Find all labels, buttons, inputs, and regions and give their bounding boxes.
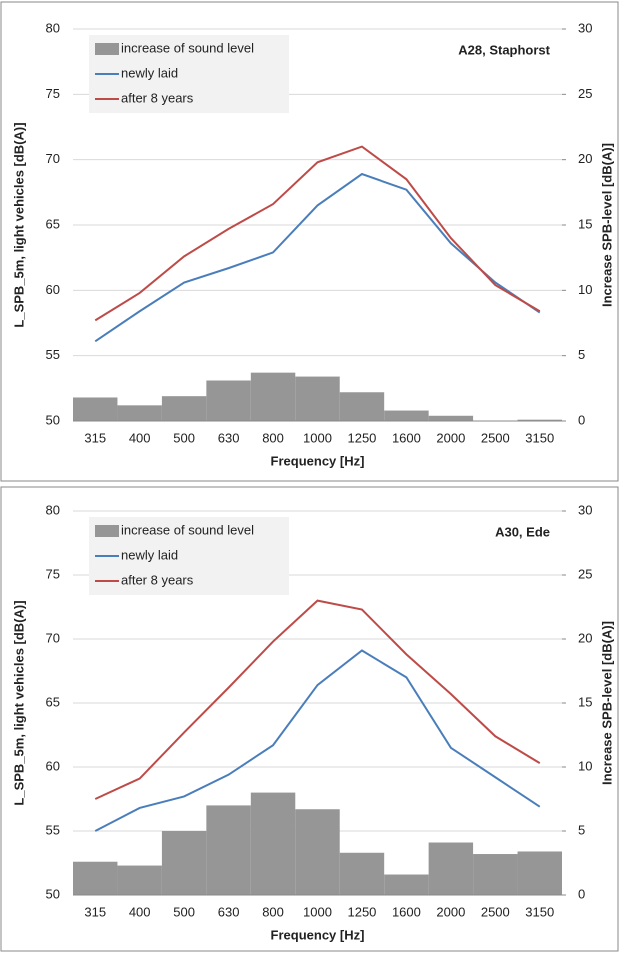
x-axis-label: Frequency [Hz] [271,453,365,468]
x-tick-label: 1250 [347,430,376,445]
x-tick-label: 315 [84,904,106,919]
y-tick-label: 55 [46,347,60,362]
bar [384,410,429,421]
bar [73,397,118,421]
bar [250,792,296,895]
line [94,145,541,322]
legend-swatch [95,525,119,537]
x-tick-label: 630 [218,904,240,919]
y-axis-label: L_SPB_5m, light vehicles [dB(A)] [11,122,26,327]
y-axis-label: L_SPB_5m, light vehicles [dB(A)] [11,600,26,805]
bar [517,419,562,421]
bar [206,380,251,421]
x-tick-label: 2000 [436,904,465,919]
x-tick-label: 315 [84,430,106,445]
x-axis-label: Frequency [Hz] [271,927,365,942]
y2-tick-label: 20 [578,630,592,645]
x-tick-label: 500 [173,430,195,445]
y2-tick-label: 25 [578,566,592,581]
x-tick-label: 400 [129,904,151,919]
x-tick-label: 1000 [303,904,332,919]
bar [250,372,296,421]
annotation: A30, Ede [495,524,550,539]
chart-frame [0,486,619,952]
legend-label: newly laid [121,547,178,562]
y2-axis-label: Increase SPB-level [dB(A)] [599,621,614,785]
y-tick-label: 70 [46,151,60,166]
bar [73,861,118,895]
y-tick-label: 50 [46,412,60,427]
line [94,649,541,832]
x-tick-label: 800 [262,430,284,445]
legend-box [89,35,289,113]
x-tick-label: 3150 [525,904,554,919]
y2-tick-label: 10 [578,758,592,773]
x-tick-label: 1600 [392,430,421,445]
legend-label: increase of sound level [121,522,254,537]
line [94,172,541,343]
y-tick-label: 75 [46,86,60,101]
bar [473,854,518,895]
x-tick-label: 500 [173,904,195,919]
x-tick-label: 630 [218,430,240,445]
bar [428,842,474,895]
y2-tick-label: 15 [578,216,592,231]
y-tick-label: 70 [46,630,60,645]
x-tick-label: 800 [262,904,284,919]
line [94,599,541,800]
bar [384,874,429,895]
y-tick-label: 80 [46,20,60,35]
y2-tick-label: 30 [578,502,592,517]
legend-swatch [95,43,119,55]
y2-tick-label: 5 [578,347,585,362]
y2-tick-label: 30 [578,20,592,35]
bar [339,392,385,421]
y-tick-label: 65 [46,216,60,231]
y2-tick-label: 25 [578,86,592,101]
bar [161,396,207,421]
x-tick-label: 1250 [347,904,376,919]
x-tick-label: 3150 [525,430,554,445]
bar [517,851,562,895]
y2-tick-label: 0 [578,412,585,427]
x-tick-label: 2000 [436,430,465,445]
x-tick-label: 2500 [481,904,510,919]
y-tick-label: 80 [46,502,60,517]
y-tick-label: 60 [46,282,60,297]
bar [295,376,340,421]
y2-tick-label: 0 [578,886,585,901]
y2-tick-label: 5 [578,822,585,837]
bar [339,852,385,895]
x-tick-label: 2500 [481,430,510,445]
x-tick-label: 1600 [392,904,421,919]
bar [428,415,474,421]
y2-tick-label: 20 [578,151,592,166]
x-tick-label: 400 [129,430,151,445]
y2-axis-label: Increase SPB-level [dB(A)] [599,143,614,307]
bar [161,831,207,895]
y-tick-label: 60 [46,758,60,773]
y-tick-label: 50 [46,886,60,901]
y2-tick-label: 10 [578,282,592,297]
legend-label: after 8 years [121,572,194,587]
legend-box [89,517,289,595]
legend-label: increase of sound level [121,40,254,55]
y2-tick-label: 15 [578,694,592,709]
legend-label: after 8 years [121,90,194,105]
annotation: A28, Staphorst [458,42,550,57]
bar [117,865,162,895]
y-tick-label: 65 [46,694,60,709]
legend-label: newly laid [121,65,178,80]
bar [117,405,162,421]
chart-frame [0,1,619,482]
y-tick-label: 55 [46,822,60,837]
x-tick-label: 1000 [303,430,332,445]
bar [295,809,340,895]
y-tick-label: 75 [46,566,60,581]
bar [206,805,251,895]
